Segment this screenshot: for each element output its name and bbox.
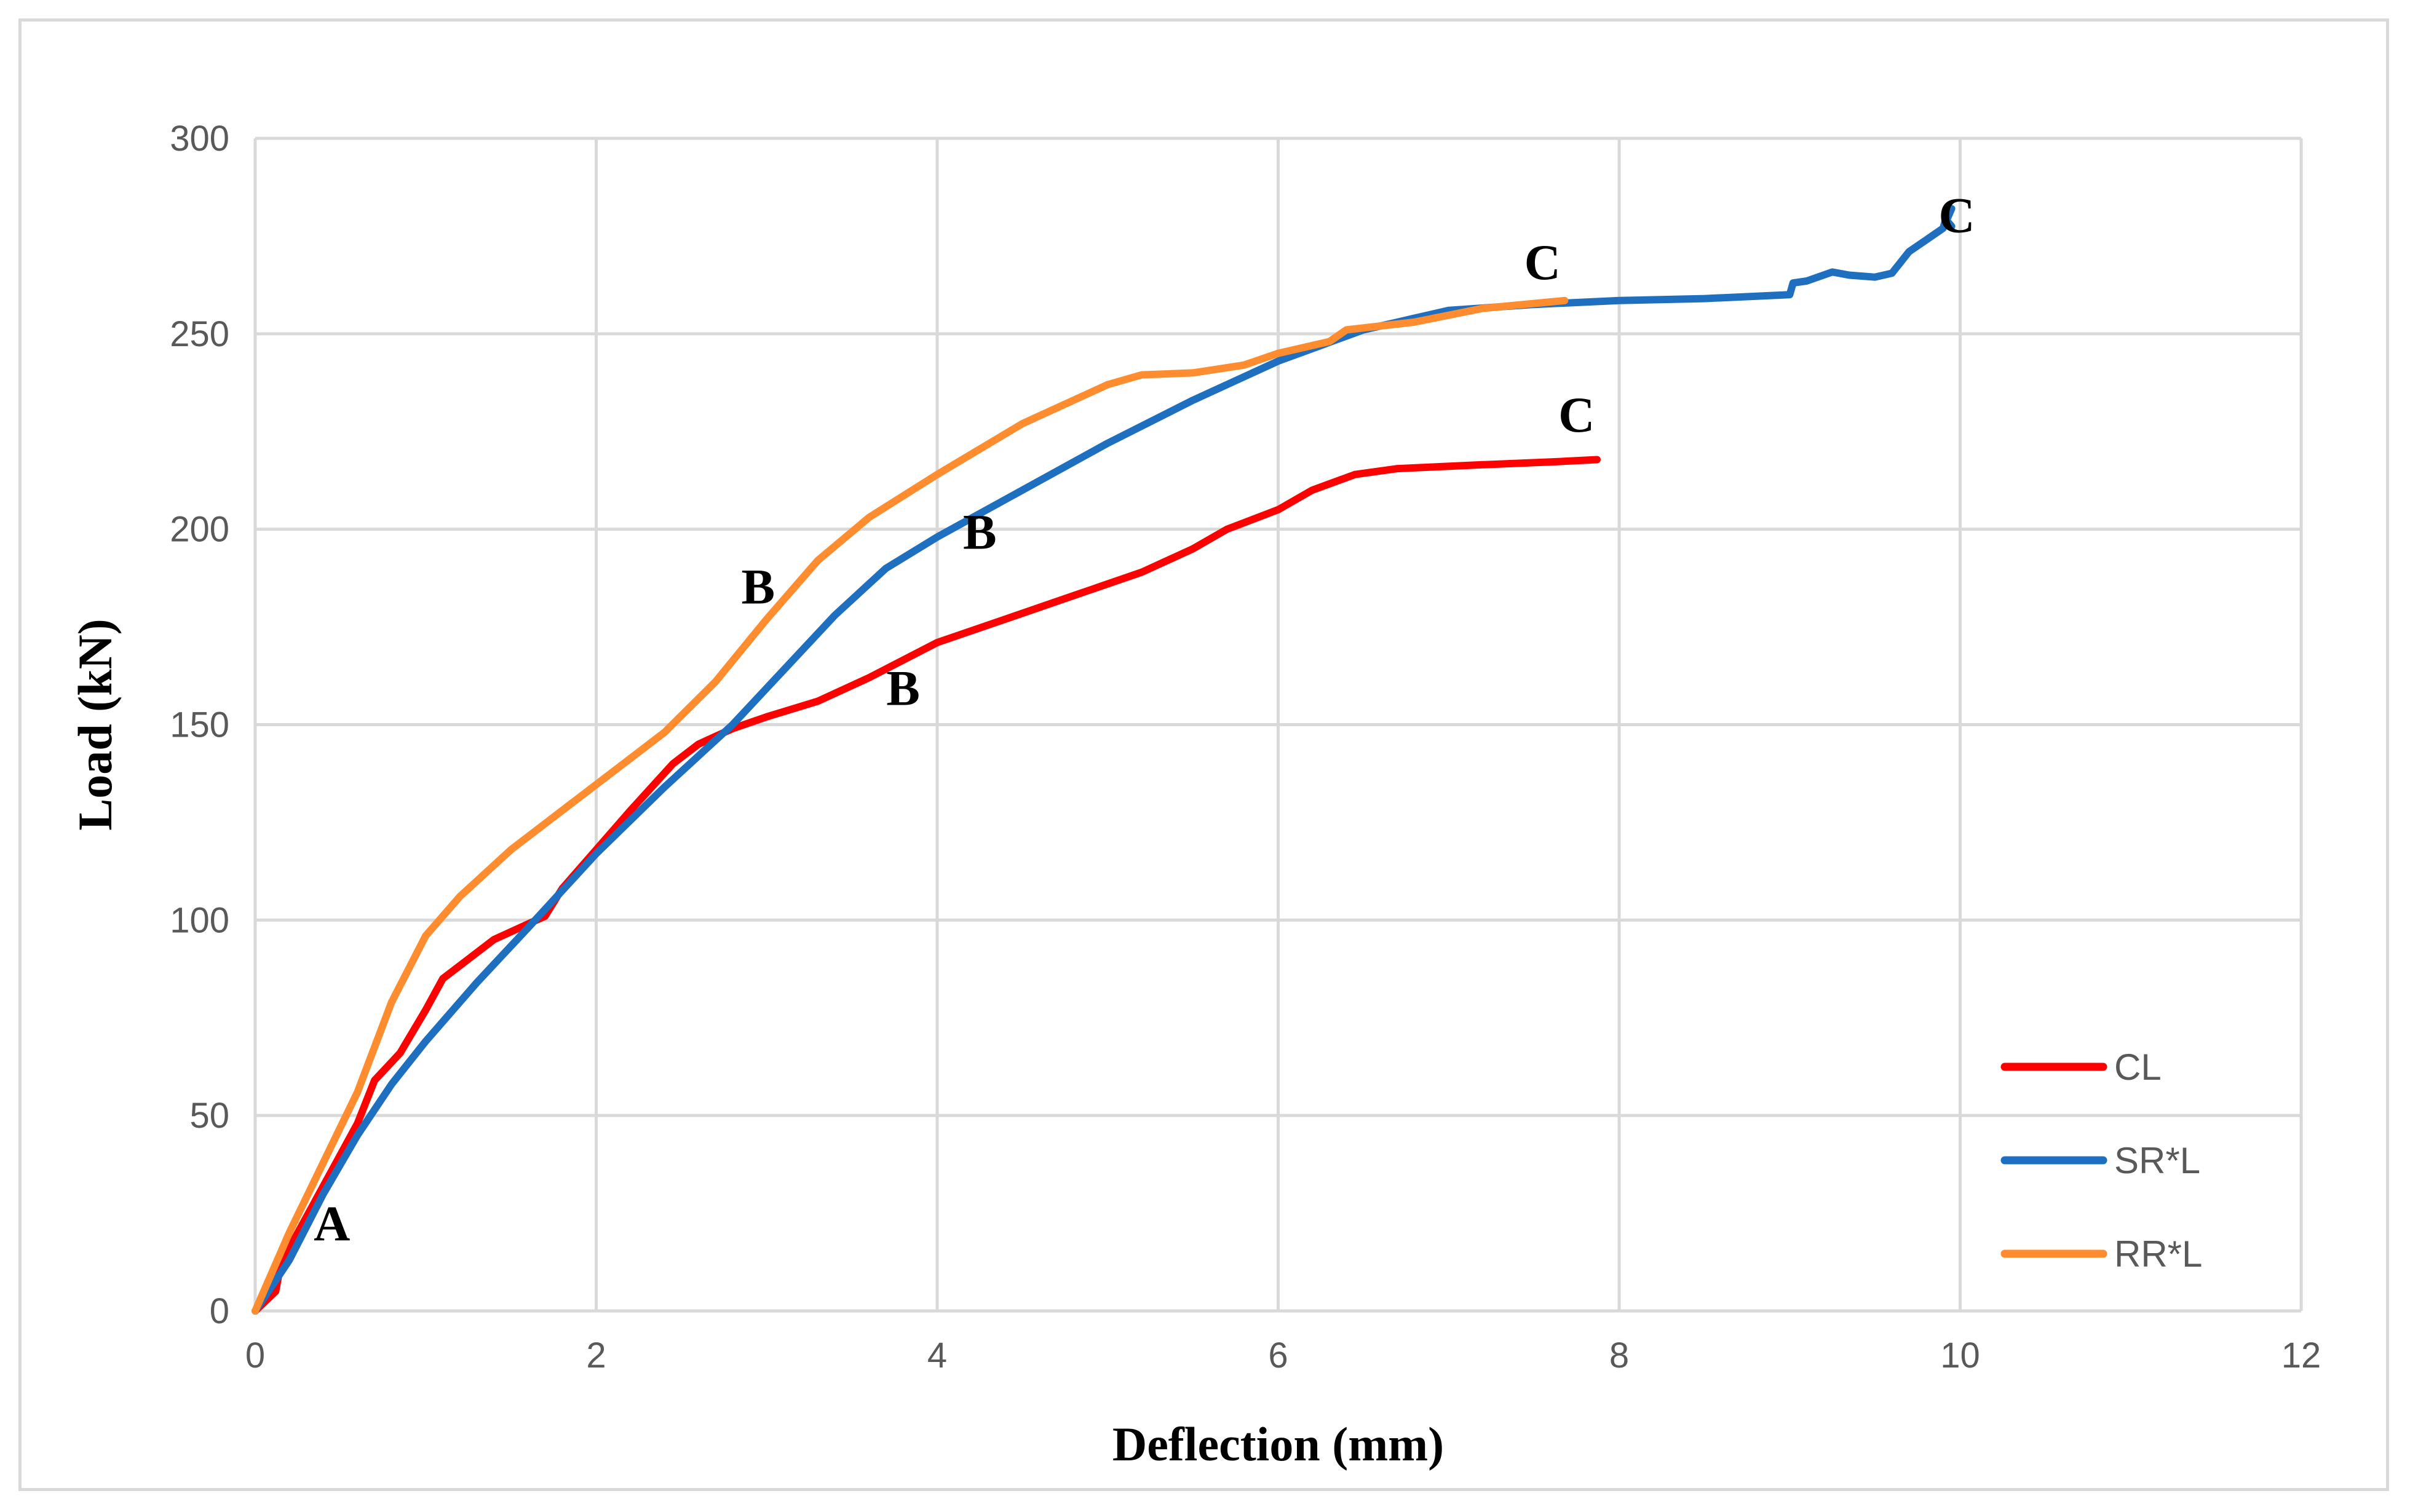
point-label-b: B [886, 660, 920, 716]
y-tick-label: 250 [170, 314, 229, 354]
legend-label: SR*L [2114, 1140, 2200, 1181]
legend-label: RR*L [2114, 1233, 2202, 1275]
point-label-c: C [1938, 188, 1975, 243]
y-axis-title: Load (kN) [68, 619, 122, 831]
y-tick-label: 150 [170, 705, 229, 745]
point-label-c: C [1524, 234, 1561, 290]
grid [253, 137, 2303, 1313]
tick-labels: 0 50 100 150 200 250 300 0 2 4 6 8 10 12 [170, 119, 2321, 1375]
legend: CL SR*L RR*L [2000, 1047, 2202, 1275]
point-label-b: B [742, 558, 775, 614]
x-axis-title: Deflection (mm) [1112, 1417, 1444, 1471]
annotations: A B B B C C C [314, 188, 1975, 1252]
series-lines [252, 205, 1956, 1315]
point-label-b: B [963, 504, 997, 560]
x-tick-label: 0 [245, 1336, 265, 1375]
x-tick-label: 8 [1609, 1336, 1629, 1375]
y-tick-label: 300 [170, 119, 229, 159]
y-tick-label: 100 [170, 900, 229, 940]
chart-frame [18, 18, 2389, 1491]
y-tick-label: 0 [210, 1291, 229, 1331]
series-line-rr-l [252, 296, 1569, 1315]
series-line-sr-l [252, 205, 1956, 1315]
x-tick-label: 10 [1940, 1336, 1980, 1375]
point-label-a: A [314, 1196, 350, 1252]
x-tick-label: 4 [927, 1336, 947, 1375]
legend-label: CL [2114, 1047, 2162, 1088]
y-tick-label: 200 [170, 510, 229, 550]
x-tick-label: 2 [586, 1336, 606, 1375]
series-line-cl [252, 456, 1601, 1315]
point-label-c: C [1558, 387, 1595, 443]
x-tick-label: 12 [2281, 1336, 2321, 1375]
x-tick-label: 6 [1268, 1336, 1288, 1375]
y-tick-label: 50 [189, 1096, 229, 1136]
